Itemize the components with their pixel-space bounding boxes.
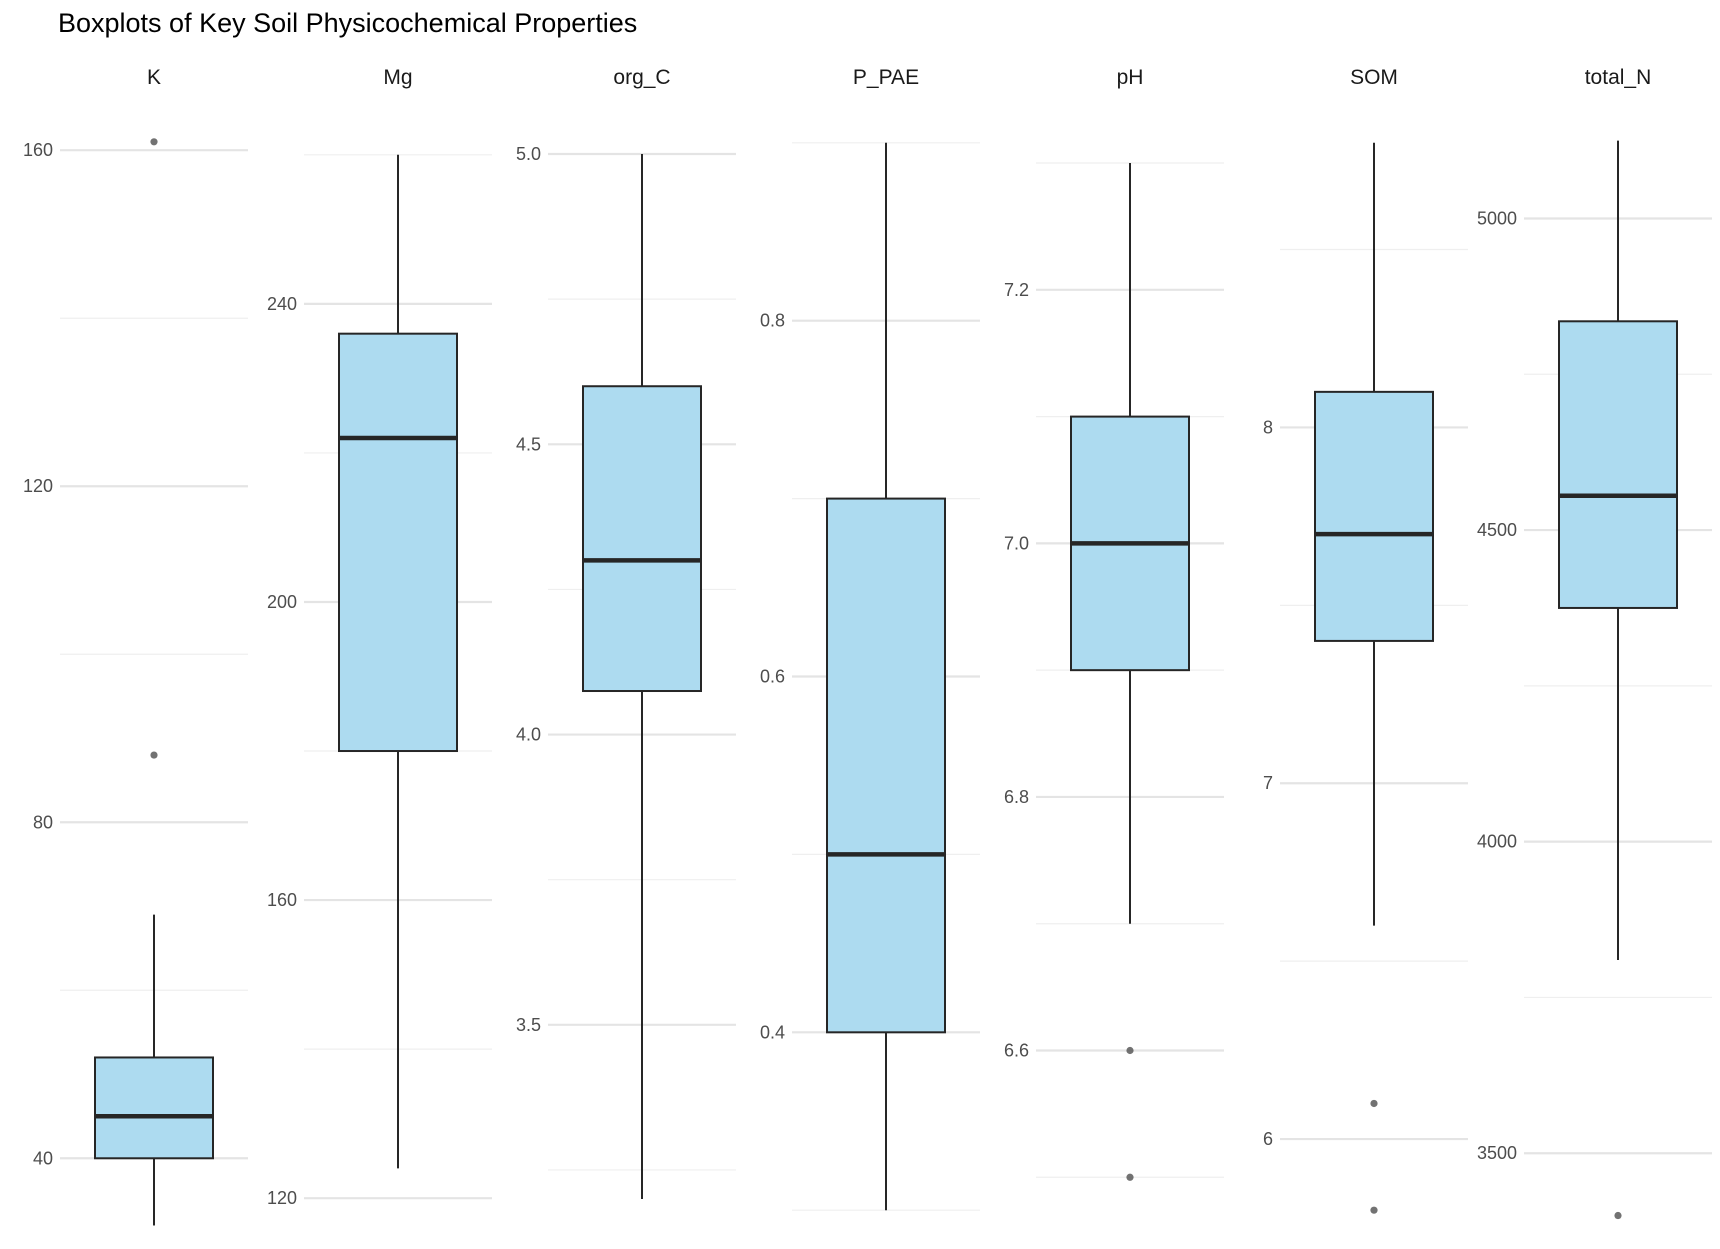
outlier-point [150,138,158,146]
facet-label-k: K [147,66,161,89]
y-tick-label: 120 [267,1188,297,1208]
chart-title: Boxplots of Key Soil Physicochemical Pro… [58,8,638,38]
panel-mg: 120 160 200 240 Mg [267,66,492,1208]
y-tick-label: 40 [33,1148,53,1168]
y-tick-label: 7.2 [1004,280,1029,300]
box-iqr [338,332,458,753]
y-tick-label: 0.6 [760,667,785,687]
y-tick-label: 8 [1263,417,1273,437]
y-tick-label: 160 [267,890,297,910]
outlier-point [1614,1211,1622,1220]
outlier-point [1126,1173,1134,1181]
box-iqr [1314,390,1434,642]
box-iqr [582,385,702,693]
box-iqr [94,1056,214,1160]
y-tick-label: 4000 [1477,832,1517,852]
y-tick-label: 5000 [1477,208,1517,228]
panel-ph: 6.6 6.8 7.0 7.2 pH [1004,66,1224,1181]
facet-label-ph: pH [1117,66,1144,89]
box-iqr [826,497,946,1034]
outlier-point [150,751,158,759]
facet-label-p-pae: P_PAE [853,66,919,89]
outlier-point [1126,1046,1134,1055]
y-tick-label: 0.4 [760,1022,785,1042]
facet-label-total-n: total_N [1585,66,1652,89]
y-tick-label: 3.5 [516,1015,541,1035]
panel-org-c: 3.5 4.0 4.5 5.0 org_C [516,66,736,1199]
y-tick-label: 7.0 [1004,533,1029,553]
y-tick-label: 0.8 [760,311,785,331]
y-tick-label: 160 [23,140,53,160]
facet-label-mg: Mg [383,66,412,89]
y-tick-label: 80 [33,812,53,832]
y-tick-label: 120 [23,476,53,496]
y-tick-label: 3500 [1477,1143,1517,1163]
y-tick-label: 4500 [1477,520,1517,540]
panel-p-pae: 0.4 0.6 0.8 P_PAE [760,66,980,1211]
y-tick-label: 240 [267,294,297,314]
facet-label-org-c: org_C [613,66,670,89]
panel-k: 40 80 120 160 K [23,66,248,1226]
y-tick-label: 6.6 [1004,1041,1029,1061]
box-iqr [1558,320,1678,609]
facet-label-som: SOM [1350,66,1398,89]
y-tick-label: 6 [1263,1129,1273,1149]
y-tick-label: 5.0 [516,144,541,164]
panel-total-n: 3500 4000 4500 5000 total_N [1477,66,1712,1220]
panel-som: 6 7 8 SOM [1263,66,1468,1214]
y-tick-label: 7 [1263,773,1273,793]
y-tick-label: 4.0 [516,725,541,745]
y-tick-label: 4.5 [516,434,541,454]
outlier-point [1370,1099,1378,1108]
y-tick-label: 6.8 [1004,787,1029,807]
outlier-point [1370,1206,1378,1214]
y-tick-label: 200 [267,592,297,612]
